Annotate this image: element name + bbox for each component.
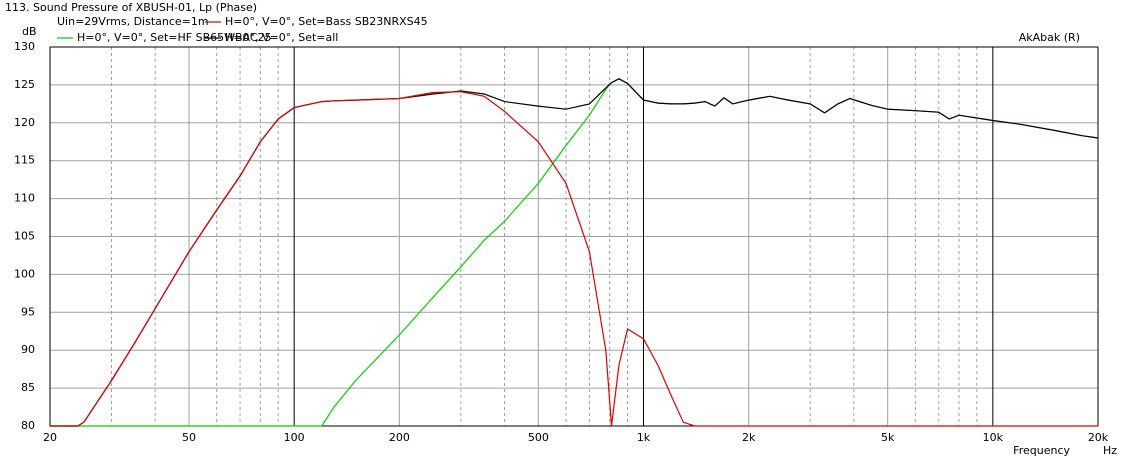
y-tick-label: 115 [14, 154, 35, 167]
x-tick-label: 50 [182, 431, 196, 444]
y-tick-label: 90 [21, 343, 35, 356]
y-tick-label: 100 [14, 267, 35, 280]
x-tick-label: 5k [881, 431, 895, 444]
x-axis-unit: Hz [1103, 444, 1117, 457]
y-axis-label: dB [22, 25, 37, 38]
x-tick-label: 20k [1088, 431, 1109, 444]
x-tick-label: 100 [284, 431, 305, 444]
y-tick-label: 85 [21, 381, 35, 394]
legend-label: H=0°, V=0°, Set=Bass SB23NRXS45 [225, 15, 428, 28]
y-tick-label: 80 [21, 419, 35, 432]
legend-label: H=0°, V=0°, Set=all [225, 31, 338, 44]
x-tick-label: 1k [637, 431, 651, 444]
plot-frame [49, 46, 1099, 427]
y-tick-label: 95 [21, 305, 35, 318]
y-tick-label: 120 [14, 116, 35, 129]
series-line [50, 91, 1098, 427]
chart-title: 113. Sound Pressure of XBUSH-01, Lp (Pha… [5, 1, 257, 14]
x-tick-label: 10k [983, 431, 1004, 444]
x-axis-label: Frequency [1013, 444, 1070, 457]
x-tick-label: 500 [528, 431, 549, 444]
x-tick-label: 2k [742, 431, 756, 444]
y-tick-label: 130 [14, 40, 35, 53]
y-tick-label: 125 [14, 78, 35, 91]
chart-subtitle: Uin=29Vrms, Distance=1m [57, 15, 209, 28]
series-line [50, 78, 1099, 427]
legend-label: H=0°, V=0°, Set=HF SB65WBAC25 [77, 31, 272, 44]
series-line [50, 78, 1099, 427]
x-tick-label: 200 [389, 431, 410, 444]
y-tick-label: 105 [14, 230, 35, 243]
y-tick-label: 110 [14, 192, 35, 205]
x-tick-label: 20 [43, 431, 57, 444]
annotation: AkAbak (R) [1019, 31, 1080, 44]
